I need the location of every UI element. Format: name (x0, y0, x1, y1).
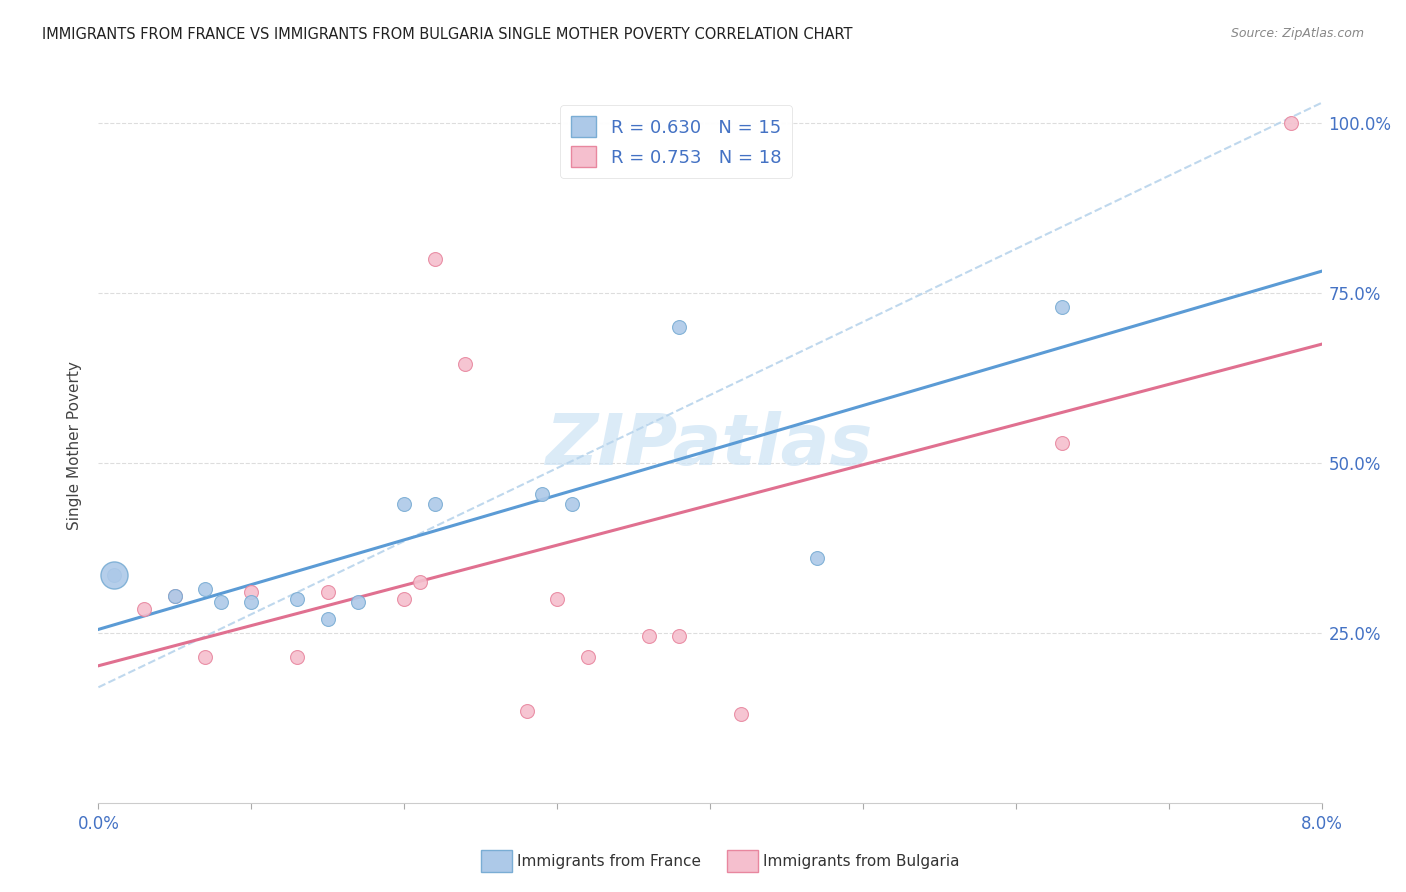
Point (408, 574, 430, 589)
Text: ZIPatlas: ZIPatlas (547, 411, 873, 481)
Point (347, 595, 370, 609)
Point (806, 551, 828, 566)
Point (194, 649, 217, 664)
Text: IMMIGRANTS FROM FRANCE VS IMMIGRANTS FROM BULGARIA SINGLE MOTHER POVERTY CORRELA: IMMIGRANTS FROM FRANCE VS IMMIGRANTS FRO… (42, 27, 852, 42)
Point (730, 707, 752, 722)
Point (240, 585, 263, 599)
Point (423, 497, 446, 511)
Y-axis label: Single Mother Poverty: Single Mother Poverty (67, 361, 83, 531)
Point (103, 568, 125, 582)
Point (209, 595, 232, 609)
Point (285, 591, 308, 606)
Text: Immigrants from Bulgaria: Immigrants from Bulgaria (763, 855, 960, 869)
Point (668, 629, 690, 643)
Point (1050, 300, 1073, 314)
Point (134, 602, 156, 616)
Legend: R = 0.630   N = 15, R = 0.753   N = 18: R = 0.630 N = 15, R = 0.753 N = 18 (560, 105, 792, 178)
Point (576, 649, 599, 664)
Point (194, 582, 217, 596)
Point (1050, 435, 1073, 450)
Point (285, 649, 308, 664)
Point (423, 252, 446, 266)
Point (530, 486, 553, 500)
Point (454, 358, 477, 372)
Point (163, 589, 186, 603)
Point (1279, 116, 1302, 130)
Point (316, 585, 339, 599)
Point (240, 595, 263, 609)
Point (316, 612, 339, 626)
Point (637, 629, 661, 643)
Point (668, 320, 690, 334)
Point (392, 591, 416, 606)
Text: Source: ZipAtlas.com: Source: ZipAtlas.com (1230, 27, 1364, 40)
Point (516, 704, 538, 718)
Point (103, 568, 125, 582)
Point (163, 589, 186, 603)
Text: Immigrants from France: Immigrants from France (517, 855, 702, 869)
Point (546, 591, 568, 606)
Point (392, 497, 416, 511)
Point (561, 497, 583, 511)
